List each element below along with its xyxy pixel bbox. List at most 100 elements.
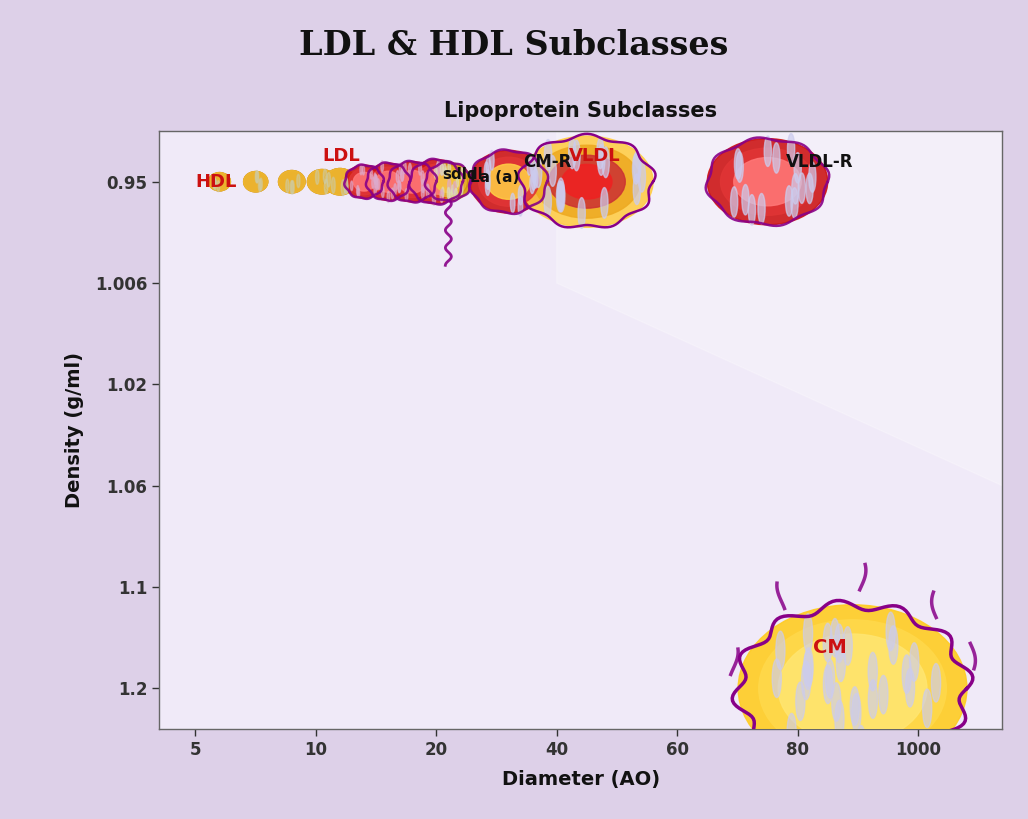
- Ellipse shape: [344, 165, 383, 198]
- Text: VLDL: VLDL: [568, 147, 621, 165]
- Circle shape: [418, 163, 421, 175]
- Circle shape: [787, 133, 795, 164]
- Circle shape: [804, 648, 813, 686]
- Circle shape: [325, 179, 328, 194]
- Circle shape: [772, 659, 781, 698]
- Ellipse shape: [209, 173, 230, 191]
- Circle shape: [259, 178, 262, 190]
- Ellipse shape: [307, 170, 336, 194]
- Ellipse shape: [366, 163, 410, 201]
- Circle shape: [568, 138, 576, 169]
- Ellipse shape: [376, 171, 400, 192]
- Y-axis label: Density (g/ml): Density (g/ml): [65, 352, 84, 508]
- Circle shape: [806, 173, 813, 204]
- Circle shape: [530, 156, 536, 176]
- Circle shape: [736, 152, 743, 183]
- Title: Lipoprotein Subclasses: Lipoprotein Subclasses: [444, 102, 718, 121]
- Circle shape: [426, 184, 430, 197]
- Circle shape: [357, 186, 359, 195]
- Ellipse shape: [244, 171, 267, 192]
- Ellipse shape: [307, 170, 336, 194]
- Circle shape: [448, 161, 450, 174]
- Circle shape: [809, 162, 816, 192]
- Circle shape: [443, 164, 446, 175]
- Circle shape: [375, 179, 378, 190]
- Circle shape: [796, 682, 805, 721]
- Circle shape: [398, 180, 401, 192]
- Ellipse shape: [394, 166, 431, 197]
- Circle shape: [531, 170, 536, 190]
- Circle shape: [401, 169, 404, 181]
- Ellipse shape: [324, 169, 356, 195]
- Circle shape: [638, 161, 646, 192]
- Circle shape: [910, 643, 919, 681]
- Circle shape: [380, 161, 383, 172]
- Circle shape: [408, 163, 411, 175]
- Ellipse shape: [470, 151, 547, 213]
- Circle shape: [802, 661, 811, 699]
- Ellipse shape: [371, 167, 405, 197]
- Circle shape: [214, 179, 217, 190]
- Circle shape: [531, 164, 537, 183]
- Ellipse shape: [307, 170, 336, 194]
- Circle shape: [758, 193, 765, 224]
- Circle shape: [358, 188, 360, 198]
- Circle shape: [372, 178, 374, 188]
- Ellipse shape: [279, 170, 305, 192]
- Ellipse shape: [431, 167, 467, 197]
- Circle shape: [451, 185, 453, 195]
- Circle shape: [889, 626, 897, 664]
- Circle shape: [823, 665, 833, 704]
- Circle shape: [534, 169, 538, 188]
- Circle shape: [764, 136, 771, 166]
- Text: LDL: LDL: [322, 147, 360, 165]
- Circle shape: [454, 188, 457, 200]
- Circle shape: [556, 181, 563, 212]
- Circle shape: [776, 631, 785, 670]
- Circle shape: [823, 623, 833, 662]
- Circle shape: [578, 197, 585, 229]
- Circle shape: [344, 178, 348, 193]
- Polygon shape: [557, 131, 1002, 486]
- Ellipse shape: [707, 138, 828, 224]
- Circle shape: [331, 177, 335, 193]
- Circle shape: [440, 162, 443, 175]
- Circle shape: [832, 683, 841, 722]
- Circle shape: [529, 174, 535, 193]
- Circle shape: [843, 627, 852, 665]
- Circle shape: [401, 170, 403, 182]
- Circle shape: [632, 153, 639, 184]
- Circle shape: [825, 659, 835, 698]
- Circle shape: [837, 643, 845, 681]
- Circle shape: [405, 188, 408, 201]
- Circle shape: [518, 185, 523, 205]
- Circle shape: [449, 190, 451, 200]
- Circle shape: [451, 188, 454, 198]
- Circle shape: [360, 165, 362, 174]
- Circle shape: [485, 176, 490, 196]
- Ellipse shape: [244, 171, 267, 192]
- Circle shape: [527, 156, 531, 175]
- Circle shape: [436, 163, 439, 176]
- Circle shape: [748, 195, 756, 225]
- Circle shape: [489, 151, 494, 170]
- Circle shape: [773, 143, 780, 173]
- Circle shape: [931, 663, 941, 702]
- Circle shape: [399, 163, 402, 175]
- Ellipse shape: [561, 165, 612, 199]
- Circle shape: [351, 181, 353, 191]
- Circle shape: [398, 182, 401, 192]
- Circle shape: [374, 174, 376, 184]
- Circle shape: [549, 156, 556, 186]
- Circle shape: [290, 181, 293, 194]
- Circle shape: [370, 170, 372, 179]
- Circle shape: [461, 183, 463, 195]
- Text: HDL: HDL: [195, 173, 236, 191]
- Circle shape: [435, 167, 437, 179]
- Circle shape: [297, 174, 300, 188]
- Ellipse shape: [399, 170, 426, 193]
- Ellipse shape: [520, 136, 653, 228]
- Circle shape: [421, 179, 425, 192]
- Circle shape: [341, 180, 345, 196]
- Circle shape: [437, 160, 440, 174]
